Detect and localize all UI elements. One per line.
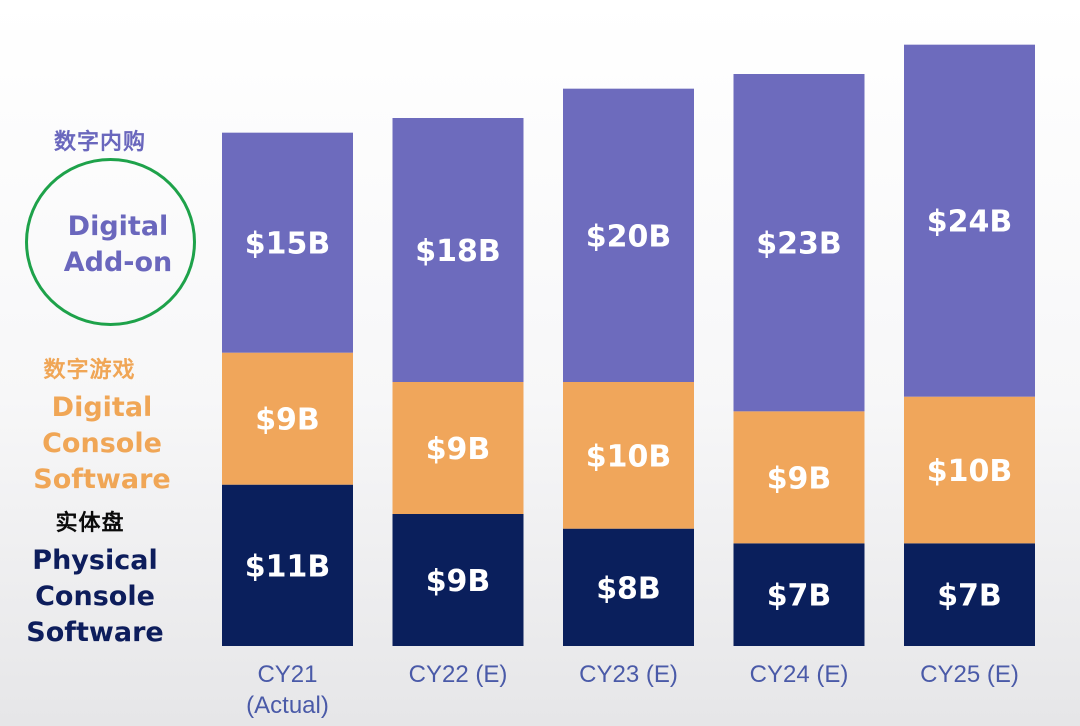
data-label: $9B bbox=[426, 432, 491, 467]
x-tick-label: CY24 (E) bbox=[750, 661, 849, 688]
legend-digital-console-software: 数字游戏 Digital Console Software bbox=[12, 352, 192, 498]
bar-segment bbox=[733, 411, 865, 544]
bar-segment bbox=[392, 382, 524, 514]
data-label: $10B bbox=[927, 454, 1013, 489]
data-label: $7B bbox=[937, 579, 1002, 614]
data-label: $7B bbox=[767, 579, 832, 614]
bar-segment bbox=[904, 44, 1035, 397]
legend-software-en-line1: Digital bbox=[51, 392, 153, 423]
legend-physical-cn: 实体盘 bbox=[55, 511, 125, 536]
bar-segment bbox=[563, 88, 694, 383]
legend-software-en-line3: Software bbox=[33, 464, 171, 495]
data-label: $15B bbox=[245, 227, 331, 262]
legend-physical-en-line2: Console bbox=[35, 581, 155, 612]
bar-segment bbox=[733, 74, 865, 412]
data-label: $24B bbox=[927, 205, 1013, 240]
bar-segment bbox=[563, 528, 694, 646]
data-label: $20B bbox=[586, 219, 672, 254]
data-label: $9B bbox=[426, 564, 491, 599]
x-tick-label: CY23 (E) bbox=[579, 661, 678, 688]
data-label: $9B bbox=[767, 461, 832, 496]
data-label: $11B bbox=[245, 549, 331, 584]
data-label: $23B bbox=[756, 227, 842, 262]
bar-segment bbox=[904, 396, 1035, 544]
legend-physical-console-software: 实体盘 Physical Console Software bbox=[0, 505, 190, 651]
legend-addon-cn: 数字内购 bbox=[53, 130, 146, 155]
x-tick-label: (Actual) bbox=[246, 692, 329, 719]
x-tick-label: CY21 bbox=[257, 661, 317, 688]
x-tick-label: CY25 (E) bbox=[920, 661, 1019, 688]
bar-segment bbox=[222, 484, 353, 646]
x-tick-label: CY22 (E) bbox=[409, 661, 508, 688]
data-label: $9B bbox=[255, 403, 320, 438]
bar-segment bbox=[733, 543, 865, 646]
legend-physical-en-line3: Software bbox=[26, 617, 164, 648]
bar-segment bbox=[222, 132, 353, 353]
legend-physical-en: Physical Console Software bbox=[0, 543, 190, 651]
legend-software-cn: 数字游戏 bbox=[43, 358, 136, 383]
bar-segment bbox=[392, 118, 524, 382]
legend-software-en-line2: Console bbox=[42, 428, 162, 459]
legend-software-en: Digital Console Software bbox=[12, 390, 192, 498]
data-label: $18B bbox=[415, 234, 501, 269]
bar-segment bbox=[563, 382, 694, 529]
legend-physical-en-line1: Physical bbox=[32, 545, 158, 576]
highlight-circle bbox=[25, 158, 196, 326]
bar-segment bbox=[222, 352, 353, 485]
data-label: $8B bbox=[596, 571, 661, 606]
data-label: $10B bbox=[586, 439, 672, 474]
legend-digital-addon: 数字内购 Digital Add-on bbox=[20, 124, 200, 278]
bar-segment bbox=[904, 543, 1035, 646]
bar-segment bbox=[392, 514, 524, 646]
